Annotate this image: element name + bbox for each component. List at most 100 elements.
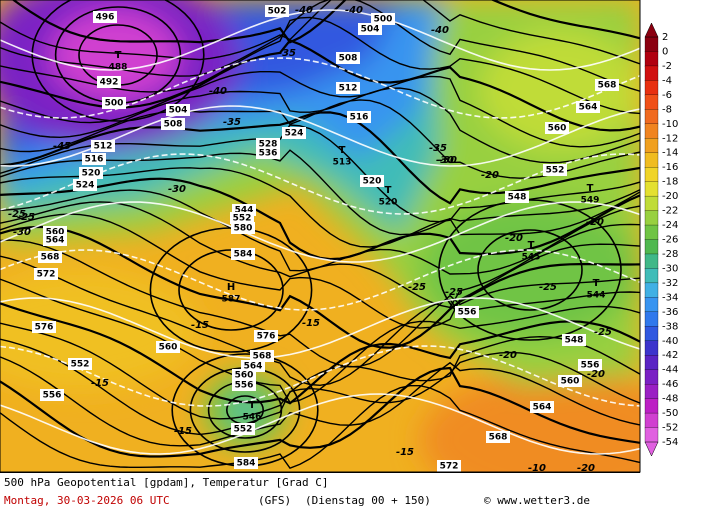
contour-label: 548 bbox=[565, 336, 584, 346]
contour-label: 552 bbox=[71, 360, 90, 370]
isotherm bbox=[0, 57, 640, 119]
colorbar-band bbox=[644, 369, 659, 385]
contour-label-box bbox=[230, 212, 254, 224]
contour-label: 568 bbox=[489, 433, 508, 443]
contour-label: 568 bbox=[598, 81, 617, 91]
colorbar-band bbox=[644, 340, 659, 356]
contour-label-box bbox=[232, 379, 256, 391]
colorbar-label: -48 bbox=[662, 394, 678, 405]
contour-label: 516 bbox=[85, 155, 104, 165]
isotherm bbox=[0, 297, 640, 359]
colorbar-label: -22 bbox=[662, 206, 678, 217]
contour-label: 516 bbox=[350, 113, 369, 123]
colorbar-band bbox=[644, 239, 659, 255]
height-contour bbox=[0, 225, 640, 349]
colorbar-band bbox=[644, 224, 659, 241]
center-symbol: T bbox=[593, 278, 600, 289]
colorbar-label: -26 bbox=[662, 235, 678, 246]
colorbar-band bbox=[644, 326, 659, 342]
colorbar-label: -28 bbox=[662, 249, 678, 260]
contour-label-box bbox=[38, 251, 62, 263]
isotherm-label: -15 bbox=[91, 378, 109, 389]
contour-label-box bbox=[486, 431, 510, 443]
contour-label-box bbox=[68, 358, 92, 370]
contour-label-box bbox=[578, 359, 602, 371]
colorbar-label: 0 bbox=[662, 46, 668, 57]
contour-label-box bbox=[166, 104, 190, 116]
colorbar-label: -46 bbox=[662, 379, 678, 390]
colorbar-label: -4 bbox=[662, 75, 672, 86]
colorbar-band bbox=[644, 123, 659, 139]
contour-label-box bbox=[576, 101, 600, 113]
center-symbol: T bbox=[528, 240, 535, 251]
colorbar-band bbox=[644, 210, 659, 226]
contour-label-box bbox=[282, 127, 306, 139]
colorbar-label: -16 bbox=[662, 162, 678, 173]
contour-label-box bbox=[43, 234, 67, 246]
contour-label: 568 bbox=[253, 352, 272, 362]
isotherm-label: -40 bbox=[431, 25, 449, 36]
contour-label: 564 bbox=[46, 236, 65, 246]
isotherm-label: -20 bbox=[586, 217, 604, 228]
colorbar-band bbox=[644, 297, 659, 313]
contour-label-box bbox=[231, 248, 255, 260]
contour-label-box bbox=[371, 13, 395, 25]
colorbar-band bbox=[644, 181, 659, 197]
colorbar-label: -10 bbox=[662, 119, 678, 130]
contour-label-box bbox=[102, 97, 126, 109]
height-contour bbox=[0, 201, 640, 309]
footer-title: 500 hPa Geopotential [gpdam], Temperatur… bbox=[4, 476, 329, 489]
isotherm-label: -25 bbox=[408, 282, 426, 293]
contour-label: 556 bbox=[458, 308, 477, 318]
contour-label: 552 bbox=[546, 166, 565, 176]
colorbar-band bbox=[644, 80, 659, 96]
isotherm-label: -40 bbox=[295, 5, 313, 16]
contour-label: 544 bbox=[235, 206, 254, 216]
contour-label: 552 bbox=[234, 425, 253, 435]
isotherm-label: -30 bbox=[439, 155, 457, 166]
contour-label: 560 bbox=[159, 343, 178, 353]
isotherm-label: -30 bbox=[168, 184, 186, 195]
contour-label: 504 bbox=[361, 25, 380, 35]
contour-label: 584 bbox=[234, 250, 253, 260]
isotherm-label: -15 bbox=[302, 318, 320, 329]
colorbar-label: -36 bbox=[662, 307, 678, 318]
colorbar-label: -32 bbox=[662, 278, 678, 289]
contour-label-box bbox=[79, 167, 103, 179]
colorbar-band bbox=[644, 311, 659, 327]
contour-label: 496 bbox=[96, 13, 115, 23]
footer-model: (GFS) bbox=[258, 494, 291, 507]
colorbar-label: -18 bbox=[662, 177, 678, 188]
contour-label-box bbox=[34, 268, 58, 280]
isotherm-label: -15 bbox=[174, 426, 192, 437]
colorbar-band bbox=[644, 427, 659, 443]
contour-label-box bbox=[82, 153, 106, 165]
colorbar-band bbox=[644, 138, 659, 154]
contour-label: 584 bbox=[237, 459, 256, 469]
contour-label: 556 bbox=[43, 391, 62, 401]
isotherm-label: -30 bbox=[13, 227, 31, 238]
height-contour bbox=[0, 322, 640, 420]
center-value: 545 bbox=[522, 253, 541, 263]
contour-label-box bbox=[73, 179, 97, 191]
isotherm-label: -20 bbox=[577, 463, 595, 474]
contour-label: 502 bbox=[268, 7, 287, 17]
contour-label-box bbox=[231, 222, 255, 234]
colorbar-label: -24 bbox=[662, 220, 678, 231]
center-value: 587 bbox=[222, 295, 241, 305]
height-contour bbox=[0, 338, 640, 436]
colorbar-band bbox=[644, 94, 659, 110]
center-value: 549 bbox=[581, 196, 600, 206]
contour-label-box bbox=[32, 321, 56, 333]
contour-label: 560 bbox=[561, 377, 580, 387]
isotherm-label: -25 bbox=[8, 209, 26, 220]
contour-label: 524 bbox=[285, 129, 304, 139]
contour-label-box bbox=[234, 457, 258, 469]
colorbar-label: -34 bbox=[662, 292, 678, 303]
colorbar-band bbox=[644, 355, 659, 371]
center-symbol: H bbox=[227, 282, 235, 293]
colorbar: 2 0 -2 -4 -6 -8 -10 -12 -14 -16 -18 -20 -22 -24 -26 -28… bbox=[644, 22, 678, 457]
isotherm bbox=[0, 345, 640, 407]
footer-site: © www.wetter3.de bbox=[484, 494, 590, 507]
